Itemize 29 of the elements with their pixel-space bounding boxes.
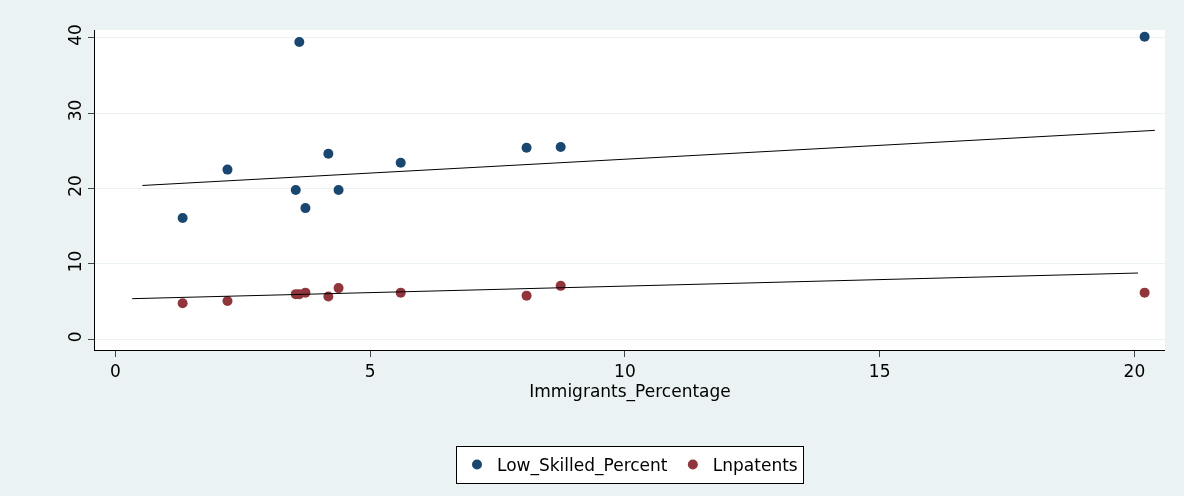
x-tick-label: 15 <box>868 361 891 382</box>
point <box>290 185 301 195</box>
x-tick-label: 10 <box>614 361 636 382</box>
point <box>395 157 406 168</box>
point <box>521 142 532 153</box>
point <box>222 295 233 306</box>
point <box>521 290 532 301</box>
y-tick-label: 10 <box>65 250 86 273</box>
point <box>323 148 334 159</box>
x-tick-label: 0 <box>109 361 121 382</box>
point <box>1139 287 1150 298</box>
y-tick-label: 30 <box>65 99 86 122</box>
y-tick-label: 20 <box>65 175 86 197</box>
point <box>222 164 233 175</box>
x-axis-title: Immigrants_Percentage <box>529 381 731 403</box>
point <box>177 298 188 309</box>
x-tick-label: 5 <box>364 361 376 382</box>
x-tick-label: 20 <box>1123 361 1146 382</box>
legend-label: Lnpatents <box>712 455 798 476</box>
point <box>1139 31 1150 42</box>
point <box>333 283 344 294</box>
y-tick-label: 40 <box>65 24 86 46</box>
point <box>555 141 566 152</box>
point <box>333 185 344 195</box>
point <box>294 37 305 48</box>
point <box>300 203 311 214</box>
legend-label: Low_Skilled_Percent <box>497 455 668 477</box>
y-tick-label: 0 <box>65 331 86 343</box>
point <box>177 212 188 223</box>
